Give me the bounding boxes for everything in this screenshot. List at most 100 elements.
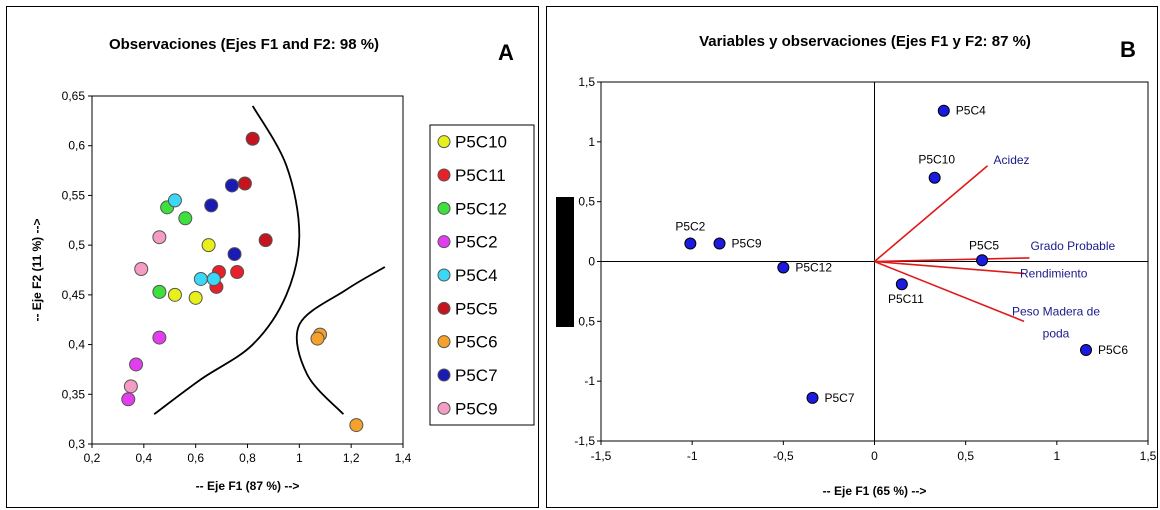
chart-a-svg: Observaciones (Ejes F1 and F2: 98 %) A 0,2…	[30, 36, 535, 493]
data-point-p5c2	[152, 330, 167, 345]
x-tick-label: 1	[296, 451, 303, 465]
observation-point-p5c7	[806, 391, 819, 404]
legend-marker	[437, 135, 451, 149]
left-boundary-curve	[153, 105, 301, 415]
legend-label: P5C11	[455, 166, 506, 185]
right-boundary-curve	[295, 266, 386, 415]
legend-label: P5C6	[455, 333, 498, 352]
x-axis-label: -- Eje F1 (65 %) -->	[823, 484, 927, 498]
data-point-p5c7	[227, 247, 242, 262]
x-tick-label: 0,4	[135, 451, 152, 465]
variable-label-acidez: Acidez	[994, 153, 1030, 167]
y-tick-label: -1	[584, 374, 595, 388]
chart-panel-a: Observaciones (Ejes F1 and F2: 98 %) A 0,2…	[6, 6, 539, 508]
variable-vector	[874, 260, 1025, 323]
y-tick-label: 0,4	[68, 338, 85, 352]
observation-point-p5c11	[895, 278, 908, 291]
observation-label: P5C12	[795, 260, 832, 274]
x-tick-label: 1	[1053, 449, 1060, 463]
legend-label: P5C12	[455, 199, 507, 218]
chart-panel-b: Variables y observaciones (Ejes F1 y F2:…	[546, 6, 1158, 508]
data-point-p5c5	[258, 233, 273, 248]
variable-vector	[874, 257, 1030, 263]
variable-label-peso-madera: poda	[1043, 326, 1070, 340]
observation-label: P5C6	[1098, 343, 1128, 357]
data-point-p5c2	[121, 392, 136, 407]
chart-b-svg: Variables y observaciones (Ejes F1 y F2:…	[556, 33, 1157, 498]
data-point-p5c4	[206, 271, 221, 286]
x-tick-label: 0,2	[84, 451, 101, 465]
y-axis-label-redaction	[556, 197, 574, 327]
data-point-p5c5	[237, 176, 252, 191]
x-tick-label: -0,5	[773, 449, 794, 463]
observation-label: P5C11	[888, 292, 924, 306]
data-point-p5c6	[310, 331, 325, 346]
observation-point-p5c4	[937, 104, 950, 117]
legend-marker	[437, 201, 451, 215]
observation-label: P5C10	[918, 153, 955, 167]
observation-label: P5C5	[969, 238, 999, 252]
observation-label: P5C7	[825, 391, 855, 405]
chart-a-title: Observaciones (Ejes F1 and F2: 98 %)	[109, 36, 379, 53]
data-point-p5c10	[188, 290, 203, 305]
x-tick-label: -1,5	[591, 449, 612, 463]
data-point-p5c7	[224, 178, 239, 193]
legend-label: P5C7	[455, 366, 498, 385]
y-tick-label: -1,5	[574, 434, 595, 448]
data-point-p5c9	[134, 262, 149, 277]
data-point-p5c11	[230, 264, 245, 279]
legend-marker	[437, 401, 451, 415]
data-point-p5c10	[201, 238, 216, 253]
observation-label: P5C4	[956, 104, 986, 118]
legend-label: P5C4	[455, 266, 498, 285]
observation-label: P5C2	[675, 220, 705, 234]
y-tick-label: 0,5	[578, 195, 595, 209]
y-tick-label: 0,55	[62, 188, 86, 202]
x-tick-label: -1	[687, 449, 698, 463]
y-tick-label: 1,5	[578, 75, 595, 89]
data-point-p5c9	[123, 379, 138, 394]
y-tick-label: 0,65	[62, 89, 86, 103]
y-tick-label: 0,35	[62, 387, 86, 401]
data-point-p5c9	[152, 230, 167, 245]
y-tick-label: 0,5	[68, 238, 85, 252]
data-point-p5c5	[245, 131, 260, 146]
chart-b-letter: B	[1120, 37, 1136, 62]
legend-marker	[437, 301, 451, 315]
data-point-p5c10	[167, 287, 182, 302]
variable-vector	[874, 260, 1025, 275]
legend-marker	[437, 268, 451, 282]
legend-label: P5C5	[455, 299, 498, 318]
variable-label-grado-probable: Grado Probable	[1030, 239, 1115, 253]
x-tick-label: 0,6	[187, 451, 204, 465]
observation-point-p5c9	[713, 237, 726, 250]
legend-marker	[437, 235, 451, 249]
y-tick-label: 0,6	[68, 139, 85, 153]
chart-b-title: Variables y observaciones (Ejes F1 y F2:…	[699, 33, 1031, 50]
legend-label: P5C2	[455, 233, 498, 252]
data-point-p5c12	[152, 284, 167, 299]
data-point-p5c2	[129, 357, 144, 372]
legend-marker	[437, 335, 451, 349]
y-tick-label: 1	[588, 135, 595, 149]
chart-a-letter: A	[498, 40, 514, 65]
data-point-p5c4	[167, 193, 182, 208]
data-point-p5c4	[193, 271, 208, 286]
legend-marker	[437, 168, 451, 182]
observation-point-p5c5	[976, 254, 989, 267]
data-point-p5c6	[349, 418, 364, 433]
x-tick-label: 1,2	[343, 451, 360, 465]
x-tick-label: 1,5	[1140, 449, 1157, 463]
variable-label-peso-madera: Peso Madera de	[1012, 304, 1100, 318]
data-point-p5c7	[204, 198, 219, 213]
variable-vector	[873, 165, 989, 263]
data-point-p5c12	[178, 211, 193, 226]
observation-point-p5c12	[777, 261, 790, 274]
observation-label: P5C9	[732, 237, 762, 251]
observation-point-p5c2	[684, 237, 697, 250]
variable-label-rendimiento: Rendimiento	[1020, 266, 1088, 280]
x-tick-label: 0	[871, 449, 878, 463]
y-tick-label: 0,5	[578, 314, 595, 328]
x-tick-label: 0,5	[957, 449, 974, 463]
y-tick-label: 0,3	[68, 437, 85, 451]
